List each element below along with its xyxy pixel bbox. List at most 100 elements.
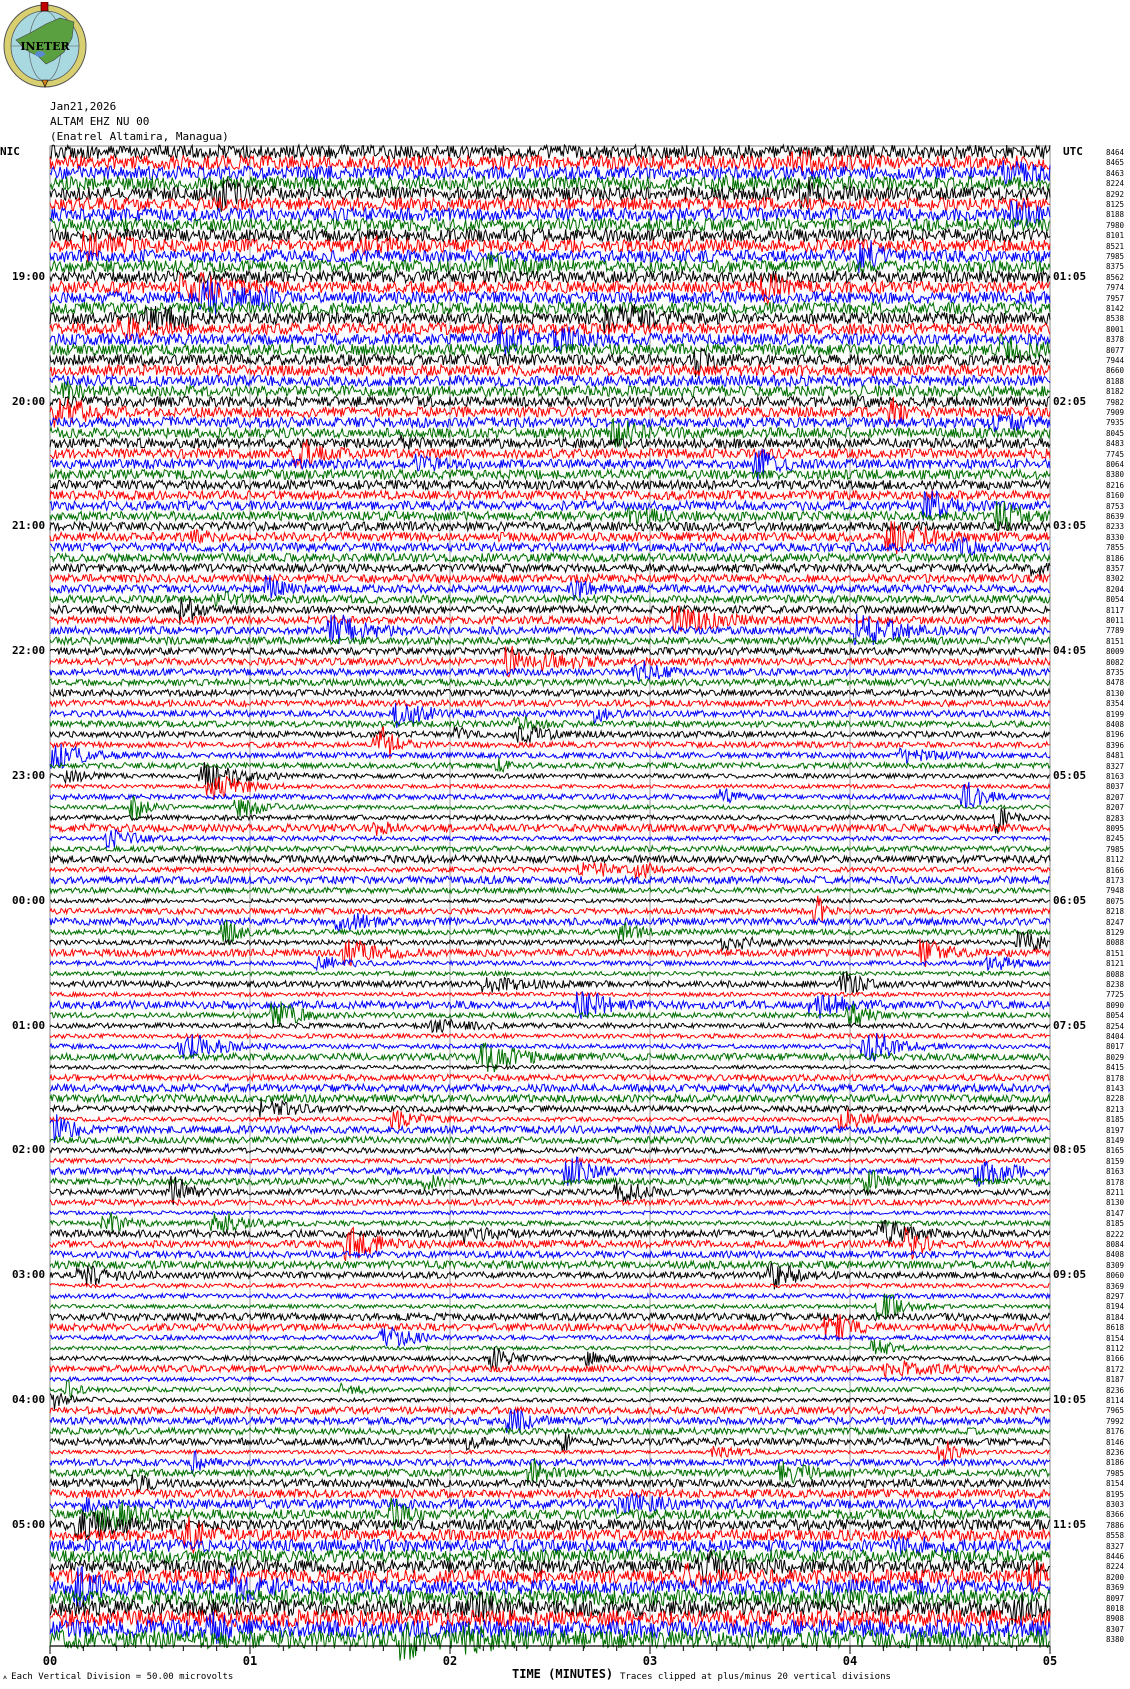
row-count-label: 8017	[1106, 1042, 1125, 1052]
row-count-label: 8163	[1106, 1167, 1125, 1177]
row-count-label: 8178	[1106, 1073, 1125, 1083]
left-hour-label: 02:00	[12, 1143, 46, 1157]
seismic-trace	[49, 1564, 1051, 1608]
seismic-trace	[49, 1339, 1051, 1355]
row-count-label: 8001	[1106, 324, 1125, 334]
row-count-label: 8196	[1106, 730, 1125, 740]
row-count-label: 8112	[1106, 855, 1125, 865]
seismic-trace	[49, 1145, 1051, 1155]
row-count-label: 8159	[1106, 1156, 1125, 1166]
seismic-trace	[49, 605, 1051, 634]
seismic-trace	[49, 955, 1051, 972]
row-count-label: 8054	[1106, 595, 1125, 605]
seismic-trace	[49, 1608, 1051, 1629]
seismic-trace	[49, 725, 1051, 744]
seismic-trace	[49, 467, 1051, 482]
row-count-label: 7745	[1106, 449, 1125, 459]
seismic-trace	[49, 268, 1051, 285]
row-count-label: 8143	[1106, 1084, 1125, 1093]
row-count-label: 8147	[1106, 1208, 1125, 1218]
seismic-trace	[49, 1432, 1051, 1452]
row-count-label: 8481	[1106, 751, 1125, 761]
seismic-trace	[49, 1458, 1051, 1486]
seismic-trace	[49, 991, 1051, 1020]
seismic-trace	[49, 1473, 1051, 1494]
row-count-label: 8088	[1106, 969, 1125, 979]
seismic-trace	[49, 551, 1051, 564]
left-hour-label: 23:00	[12, 769, 46, 782]
record-date: Jan21,2026	[50, 100, 117, 113]
seismic-trace	[49, 380, 1051, 401]
left-hour-label: 19:00	[12, 269, 46, 283]
row-count-label: 8187	[1106, 1375, 1125, 1385]
row-count-label: 7985	[1106, 1468, 1125, 1478]
left-hour-label: 21:00	[12, 519, 46, 533]
clip-note: Traces clipped at plus/minus 20 vertical…	[620, 1672, 891, 1682]
row-count-label: 8011	[1106, 616, 1125, 625]
row-count-label: 8222	[1106, 1229, 1125, 1239]
row-count-label: 7725	[1106, 990, 1125, 1000]
row-count-label: 8380	[1106, 1635, 1125, 1645]
seismic-trace	[49, 280, 1051, 316]
row-count-label: 8446	[1106, 1552, 1125, 1561]
seismic-trace	[49, 895, 1051, 924]
seismic-trace	[49, 1360, 1050, 1378]
seismic-trace	[49, 645, 1051, 678]
seismic-trace	[49, 757, 1051, 773]
left-hour-label: 20:00	[12, 394, 46, 408]
seismic-trace	[49, 1311, 1051, 1323]
seismic-trace	[49, 1072, 1051, 1083]
row-count-label: 8297	[1106, 1292, 1125, 1301]
seismic-trace	[49, 321, 1051, 357]
row-count-label: 8084	[1106, 1240, 1125, 1249]
row-count-label: 8097	[1106, 1593, 1125, 1603]
left-hour-label: 00:00	[12, 893, 46, 907]
seismic-trace	[49, 1346, 1051, 1371]
seismic-trace	[49, 143, 1051, 161]
row-count-label: 8045	[1106, 428, 1125, 438]
row-count-label: 8396	[1106, 740, 1125, 750]
row-count-label: 8465	[1106, 158, 1125, 168]
row-count-label: 8160	[1106, 491, 1125, 501]
seismic-trace	[49, 1375, 1051, 1383]
row-count-label: 7965	[1106, 1406, 1125, 1416]
seismic-trace	[49, 1547, 1051, 1565]
seismic-trace	[49, 478, 1051, 492]
seismic-trace	[49, 240, 1051, 274]
right-hour-label: 04:05	[1053, 644, 1087, 658]
seismic-trace	[49, 912, 1051, 934]
seismic-trace	[49, 874, 1051, 886]
seismic-trace	[49, 1405, 1051, 1416]
seismic-trace	[49, 272, 1051, 306]
row-count-label: 8185	[1106, 1219, 1125, 1229]
row-count-label: 8369	[1106, 1583, 1125, 1593]
seismic-trace	[49, 597, 1051, 625]
row-count-label: 8142	[1106, 304, 1125, 313]
seismic-trace	[49, 1114, 1051, 1144]
seismic-trace	[49, 362, 1051, 378]
seismic-trace	[49, 562, 1051, 577]
row-count-label: 8009	[1106, 647, 1125, 657]
row-count-label: 8408	[1106, 1250, 1125, 1260]
seismic-trace	[49, 1226, 1051, 1262]
seismic-trace	[49, 520, 1051, 555]
seismic-trace	[49, 1536, 1051, 1557]
seismic-trace	[49, 1393, 1051, 1410]
row-count-label: 8101	[1106, 231, 1125, 241]
seismic-trace	[49, 176, 1051, 213]
row-count-label: 8245	[1106, 834, 1125, 844]
row-count-label: 8075	[1106, 896, 1125, 906]
seismic-trace	[49, 1497, 1051, 1531]
row-count-label: 8130	[1106, 1198, 1125, 1208]
row-count-label: 8753	[1106, 501, 1125, 511]
seismic-trace	[49, 396, 1051, 428]
row-count-label: 8309	[1106, 1260, 1125, 1270]
svg-text:INETER: INETER	[20, 40, 70, 53]
seismic-trace	[49, 417, 1051, 448]
seismic-trace	[49, 1098, 1051, 1118]
row-count-label: 8064	[1106, 460, 1125, 469]
row-count-label: 8186	[1106, 553, 1125, 563]
seismic-trace	[49, 795, 1051, 821]
row-count-label: 7974	[1106, 283, 1125, 293]
